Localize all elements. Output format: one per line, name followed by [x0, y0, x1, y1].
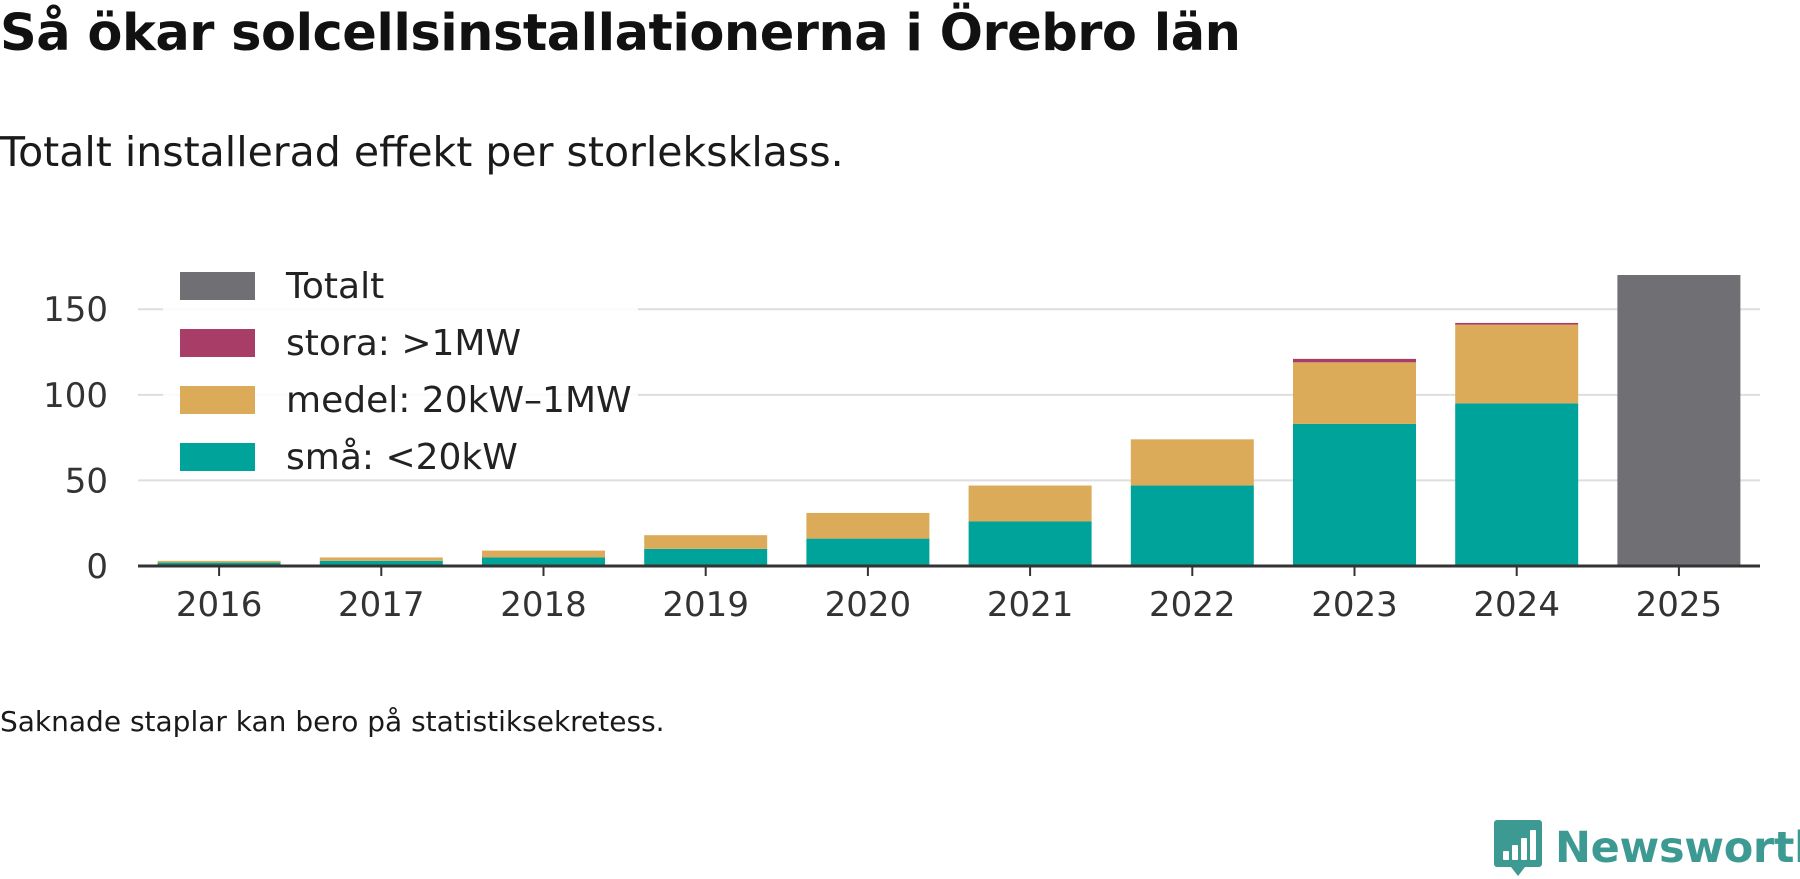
newsworthy-logo: Newsworthy [1493, 818, 1800, 878]
bar-segment [1455, 322, 1579, 325]
bar-segment [482, 557, 605, 566]
bar-segment [968, 521, 1092, 566]
y-tick-label: 150 [43, 290, 108, 330]
y-tick-label: 0 [86, 547, 108, 587]
bar-segment [319, 557, 443, 561]
bar-segment [1455, 324, 1579, 404]
x-tick-label: 2025 [1636, 585, 1723, 625]
y-tick-label: 50 [65, 461, 108, 501]
x-tick-label: 2016 [176, 585, 263, 625]
footnote: Saknade staplar kan bero på statistiksek… [0, 705, 665, 738]
x-tick-label: 2017 [338, 585, 425, 625]
legend-swatch [180, 272, 255, 300]
y-tick-label: 100 [43, 376, 108, 416]
bar-segment [1617, 275, 1741, 566]
x-tick-label: 2024 [1473, 585, 1560, 625]
bar-segment [644, 548, 768, 566]
bar-segment [157, 562, 281, 566]
bar-segment [806, 538, 930, 566]
bar-segment [1293, 362, 1416, 424]
bar-segment [157, 560, 281, 563]
x-tick-label: 2020 [825, 585, 912, 625]
bar-segment [1293, 423, 1416, 566]
legend-label: medel: 20kW–1MW [286, 380, 632, 421]
legend-background [163, 268, 638, 476]
chart-subtitle: Totalt installerad effekt per storlekskl… [0, 128, 844, 176]
newsworthy-icon [1494, 820, 1542, 876]
x-tick-label: 2018 [500, 585, 587, 625]
legend-swatch [180, 443, 255, 471]
legend-swatch [180, 329, 255, 357]
bar-segment [1455, 403, 1579, 566]
x-tick-label: 2022 [1149, 585, 1236, 625]
bar-segment [968, 485, 1092, 522]
brand-name: Newsworthy [1555, 823, 1800, 873]
legend-swatch [180, 386, 255, 414]
legend-label: Totalt [285, 266, 384, 307]
bar-segment [644, 535, 768, 549]
x-tick-label: 2021 [987, 585, 1074, 625]
bar-segment [482, 550, 605, 558]
legend-label: små: <20kW [286, 437, 518, 478]
bar-segment [1130, 439, 1254, 486]
bar-segment [1293, 358, 1416, 363]
legend-label: stora: >1MW [286, 323, 521, 364]
x-tick-label: 2019 [662, 585, 749, 625]
bar-segment [319, 560, 443, 566]
bar-segment [1130, 485, 1254, 566]
chart-title: Så ökar solcellsinstallationerna i Örebr… [0, 4, 1241, 63]
x-tick-label: 2023 [1311, 585, 1398, 625]
bar-segment [806, 512, 930, 539]
